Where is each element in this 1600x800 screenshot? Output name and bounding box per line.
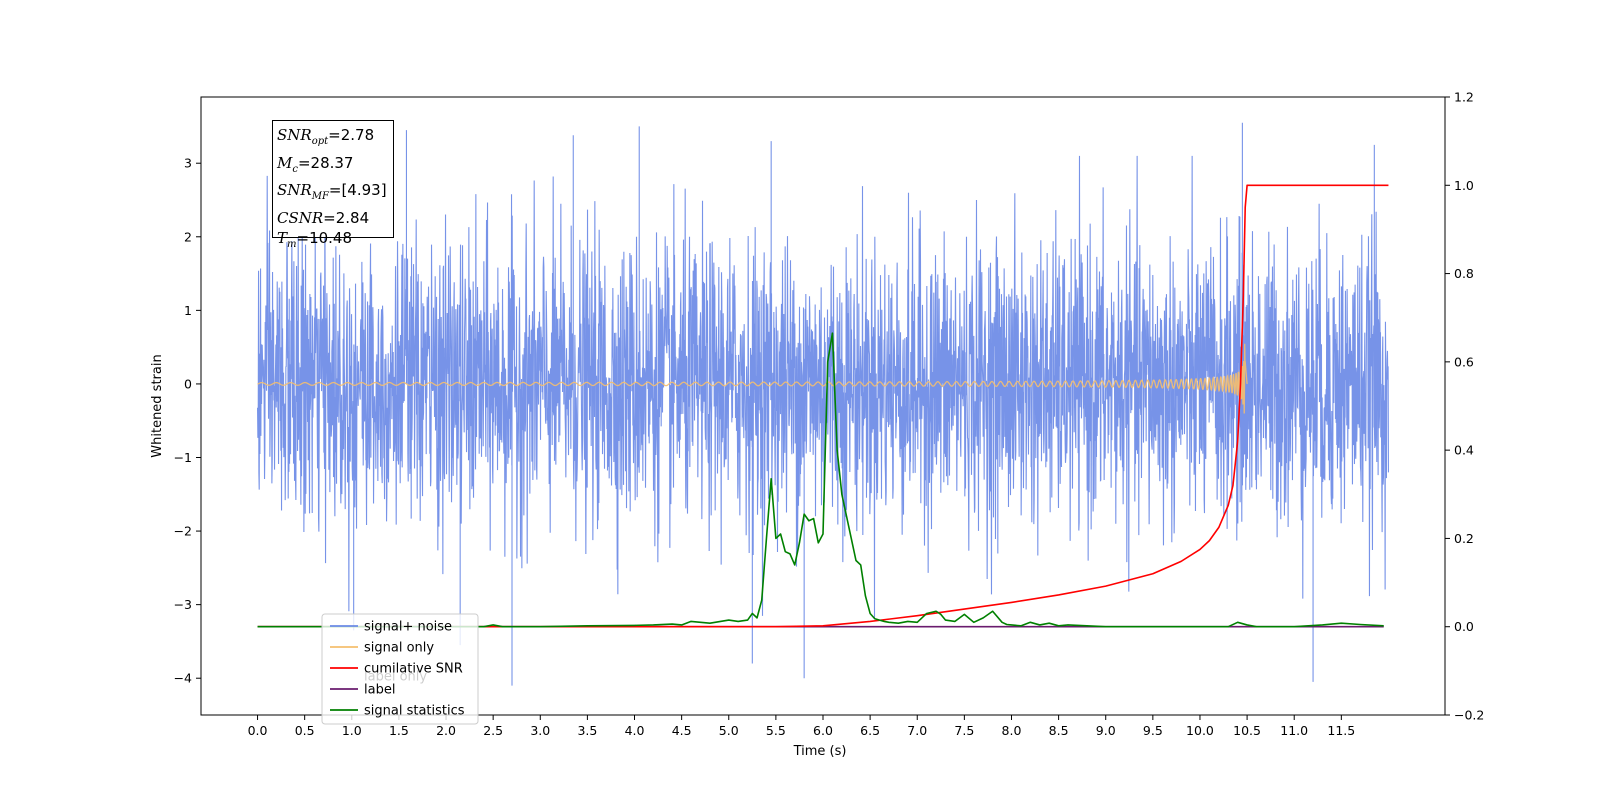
x-tick-label: 0.0 bbox=[248, 723, 268, 738]
y-axis-right: 1.2 1.0 0.8 0.6 0.4 0.2 0.0 −0.2 bbox=[1445, 90, 1484, 723]
x-tick-label: 2.5 bbox=[483, 723, 503, 738]
y2-tick-label: 1.2 bbox=[1454, 90, 1474, 105]
y-tick-label: 1 bbox=[184, 303, 192, 318]
y-axis-label: Whitened strain bbox=[150, 354, 165, 457]
legend-entry-label: cumilative SNR bbox=[364, 662, 463, 677]
y-tick-label: 0 bbox=[184, 376, 192, 391]
x-axis: 0.0 0.5 1.0 1.5 2.0 2.5 3.0 3.5 4.0 4.5 5.0 5.5 6.0 6… bbox=[248, 715, 1355, 738]
x-tick-label: 8.5 bbox=[1049, 723, 1069, 738]
y-axis-left: 3 2 1 0 −1 −2 −3 −4 bbox=[174, 156, 201, 686]
x-tick-label: 10.0 bbox=[1186, 723, 1214, 738]
x-tick-label: 1.0 bbox=[342, 723, 362, 738]
y-tick-label: −2 bbox=[174, 524, 192, 539]
x-tick-label: 7.5 bbox=[954, 723, 974, 738]
x-tick-label: 6.0 bbox=[813, 723, 833, 738]
x-tick-label: 6.5 bbox=[860, 723, 880, 738]
y2-tick-label: 0.6 bbox=[1454, 354, 1474, 369]
series-signal-only-line bbox=[257, 343, 1248, 414]
y2-tick-label: 0.0 bbox=[1454, 619, 1474, 634]
x-tick-label: 10.5 bbox=[1233, 723, 1261, 738]
x-tick-label: 11.0 bbox=[1280, 723, 1308, 738]
stats-annotation-box: SNRopt=2.78 Mc=28.37 SNRMF=[4.93] CSNR=2… bbox=[272, 120, 394, 250]
y-tick-label: −3 bbox=[174, 597, 192, 612]
x-tick-label: 1.5 bbox=[389, 723, 409, 738]
legend-entry-label: signal only bbox=[364, 641, 434, 656]
y2-tick-label: −0.2 bbox=[1454, 708, 1484, 723]
y-tick-label: −1 bbox=[174, 450, 192, 465]
y2-tick-label: 0.2 bbox=[1454, 531, 1474, 546]
x-tick-label: 7.0 bbox=[907, 723, 927, 738]
series-signal-noise-line bbox=[257, 122, 1389, 686]
tm-row: Tm=10.48 bbox=[277, 229, 353, 250]
y-tick-label: −4 bbox=[174, 671, 192, 686]
x-tick-label: 0.5 bbox=[295, 723, 315, 738]
snr-opt-row: SNRopt=2.78 bbox=[277, 126, 375, 147]
legend-entry-label: label bbox=[364, 683, 395, 698]
x-tick-label: 3.0 bbox=[530, 723, 550, 738]
series-cumulative-snr-line bbox=[257, 184, 1389, 628]
legend-entry-label: signal+ noise bbox=[364, 620, 452, 635]
x-tick-label: 3.5 bbox=[577, 723, 597, 738]
plot-series bbox=[257, 122, 1389, 686]
y2-tick-label: 1.0 bbox=[1454, 178, 1474, 193]
x-tick-label: 11.5 bbox=[1327, 723, 1355, 738]
x-axis-label: Time (s) bbox=[793, 744, 847, 759]
x-tick-label: 4.0 bbox=[625, 723, 645, 738]
x-tick-label: 5.5 bbox=[766, 723, 786, 738]
y-tick-label: 2 bbox=[184, 229, 192, 244]
series-signal-statistics-line bbox=[257, 332, 1384, 628]
y2-tick-label: 0.4 bbox=[1454, 443, 1474, 458]
x-tick-label: 8.0 bbox=[1002, 723, 1022, 738]
mc-row: Mc=28.37 bbox=[277, 153, 354, 175]
x-tick-label: 9.0 bbox=[1096, 723, 1116, 738]
x-tick-label: 4.5 bbox=[672, 723, 692, 738]
legend-box bbox=[321, 613, 479, 725]
x-tick-label: 2.0 bbox=[436, 723, 456, 738]
snr-mf-row: SNRMF=[4.93] bbox=[277, 181, 387, 202]
x-tick-label: 9.5 bbox=[1143, 723, 1163, 738]
legend-entry-label: signal statistics bbox=[364, 704, 465, 719]
y2-tick-label: 0.8 bbox=[1454, 266, 1474, 281]
x-tick-label: 5.0 bbox=[719, 723, 739, 738]
y-tick-label: 3 bbox=[184, 156, 192, 171]
csnr-row: CSNR=2.84 bbox=[277, 208, 370, 227]
